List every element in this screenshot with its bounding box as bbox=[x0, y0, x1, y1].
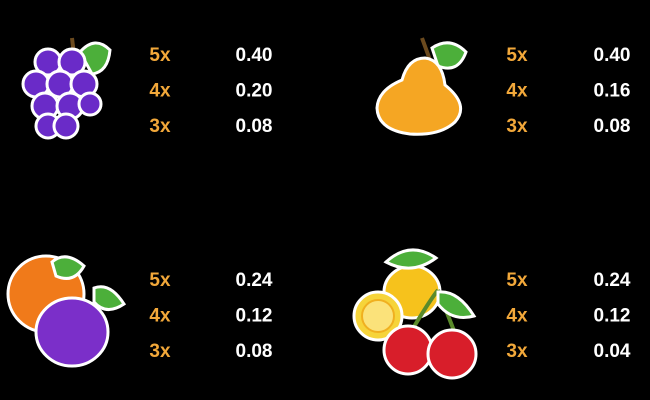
pay-count: 3x bbox=[149, 341, 171, 362]
pay-count: 5x bbox=[149, 45, 171, 66]
pay-value: 0.08 bbox=[236, 116, 273, 137]
pay-value: 0.12 bbox=[594, 306, 631, 327]
pay-value: 0.12 bbox=[236, 306, 273, 327]
pay-value: 0.16 bbox=[594, 81, 631, 102]
pay-value: 0.40 bbox=[236, 45, 273, 66]
pay-count: 5x bbox=[506, 270, 528, 291]
pay-count: 3x bbox=[506, 116, 528, 137]
pear-icon bbox=[375, 37, 468, 136]
pay-value: 0.04 bbox=[594, 341, 631, 362]
grapes-icon bbox=[21, 37, 112, 140]
orange-plum-icon bbox=[6, 254, 127, 368]
pay-value: 0.24 bbox=[594, 270, 631, 291]
pay-count: 5x bbox=[506, 45, 528, 66]
pay-table: 5x 0.40 4x 0.20 3x 0.08 5x 0.40 4x 0.16 3x 0.08 5x 0.… bbox=[149, 45, 630, 362]
pay-count: 4x bbox=[506, 306, 528, 327]
lemon-cherry-icon bbox=[352, 248, 478, 380]
pay-count: 5x bbox=[149, 270, 171, 291]
pay-value: 0.08 bbox=[236, 341, 273, 362]
pay-count: 4x bbox=[149, 306, 171, 327]
pay-count: 3x bbox=[506, 341, 528, 362]
pay-count: 4x bbox=[149, 81, 171, 102]
pay-value: 0.40 bbox=[594, 45, 631, 66]
pay-value: 0.08 bbox=[594, 116, 631, 137]
pay-value: 0.20 bbox=[236, 81, 273, 102]
pay-value: 0.24 bbox=[236, 270, 273, 291]
pay-count: 3x bbox=[149, 116, 171, 137]
pay-count: 4x bbox=[506, 81, 528, 102]
